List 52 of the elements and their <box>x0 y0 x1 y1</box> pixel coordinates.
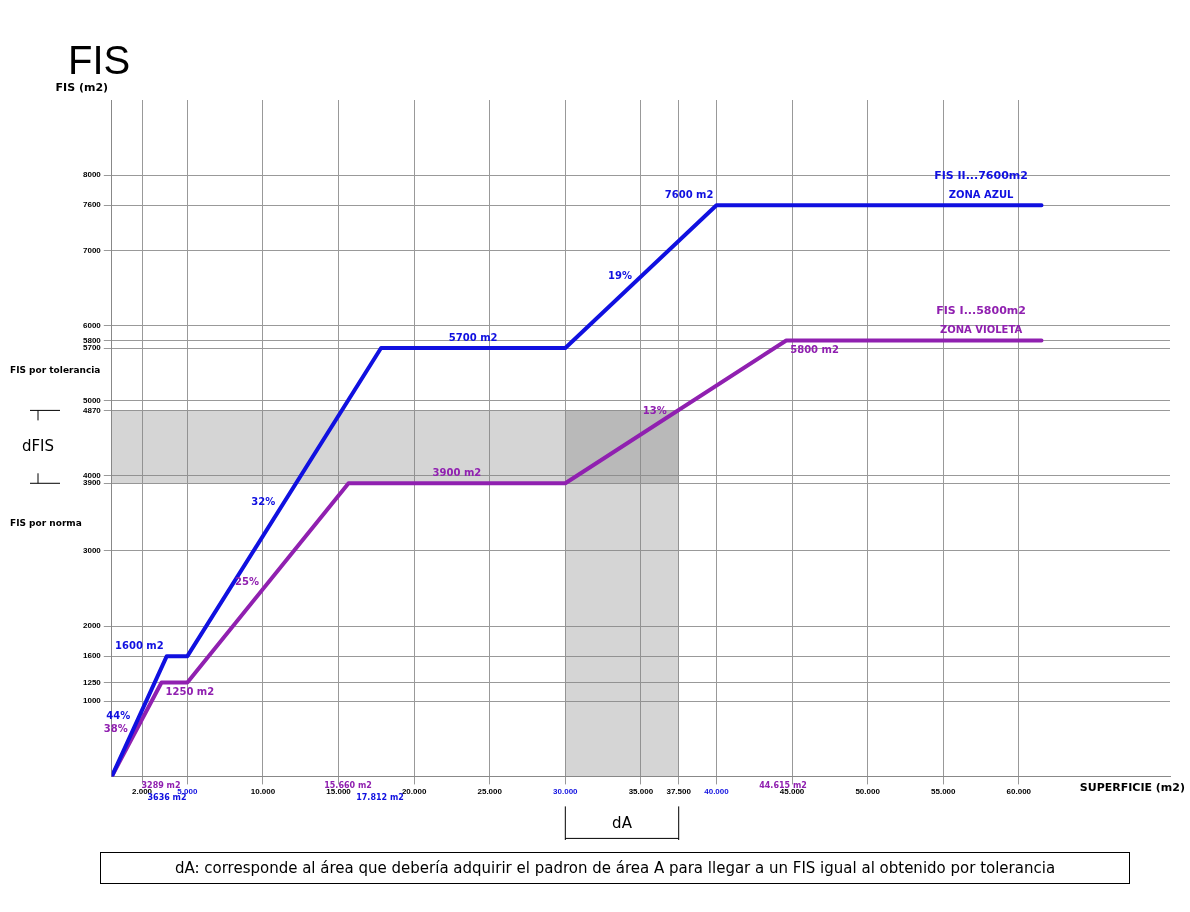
annotation: 19% <box>607 270 632 282</box>
x-tick-label: 37.500 <box>666 787 692 797</box>
y-tick-label: 6000 <box>83 320 102 330</box>
y-tick-label: 7600 <box>83 200 102 210</box>
y-tick-label: 5700 <box>83 343 102 353</box>
annotation: ZONA VIOLETA <box>939 324 1023 336</box>
x-tick-label: 25.000 <box>477 787 503 797</box>
x-axis-title: SUPERFICIE (m2) <box>1079 780 1185 794</box>
text: FIS por norma <box>10 517 82 528</box>
x-tick-label: 55.000 <box>931 787 957 797</box>
text: FIS por tolerancia <box>10 364 101 375</box>
x-tick-label: 15.000 <box>326 787 352 797</box>
annotation: 25% <box>235 576 259 588</box>
y-tick-label: 5800 <box>83 335 102 345</box>
annotation: 44% <box>106 709 131 721</box>
annotation: 5700 m2 <box>448 331 498 343</box>
annotation: ZONA AZUL <box>948 188 1015 200</box>
y-tick-label: 1600 <box>83 651 102 661</box>
text: dFIS <box>21 436 55 455</box>
y-tick-label: 5000 <box>83 395 102 405</box>
x-tick-label: 35.000 <box>628 787 654 797</box>
text: dA: corresponde al área que debería adquirir el padron de área A para llegar a un FIS igual al obtenido por tolerancia <box>100 852 1130 884</box>
y-tick-label: 8000 <box>83 170 102 180</box>
y-tick-label: 4000 <box>83 470 102 480</box>
y-tick-label: 4870 <box>83 405 102 415</box>
text: 3636 m2 <box>147 793 187 803</box>
text: 17.812 m2 <box>356 793 404 803</box>
annotation: 1250 m2 <box>165 686 215 698</box>
y-tick-label: 3900 <box>83 478 102 488</box>
chart-title: FIS <box>68 38 131 83</box>
annotation: 5800 m2 <box>790 344 839 356</box>
x-tick-label: 40.000 <box>704 787 730 797</box>
y-tick-label: 1000 <box>83 696 102 706</box>
x-tick-label: 45.000 <box>779 787 805 797</box>
annotation: 38% <box>103 723 128 735</box>
y-axis-title: FIS (m2) <box>55 81 109 95</box>
annotation: 32% <box>251 495 276 507</box>
y-tick-label: 1250 <box>83 677 102 687</box>
x-tick-label: 50.000 <box>855 787 881 797</box>
y-tick-label: 3000 <box>83 546 102 556</box>
y-tick-label: 7000 <box>83 245 102 255</box>
annotation: 1600 m2 <box>115 639 164 651</box>
x-tick-label: 30.000 <box>553 787 579 797</box>
text: FIS I...5800m2 <box>936 303 1026 317</box>
y-tick-label: 2000 <box>83 621 102 631</box>
annotation: 3900 m2 <box>432 466 482 478</box>
annotation: 7600 m2 <box>664 188 714 200</box>
text: dA <box>612 814 633 833</box>
text: FIS II...7600m2 <box>934 168 1028 182</box>
x-tick-label: 10.000 <box>250 787 276 797</box>
x-tick-label: 60.000 <box>1006 787 1032 797</box>
annotation: 13% <box>642 405 667 417</box>
